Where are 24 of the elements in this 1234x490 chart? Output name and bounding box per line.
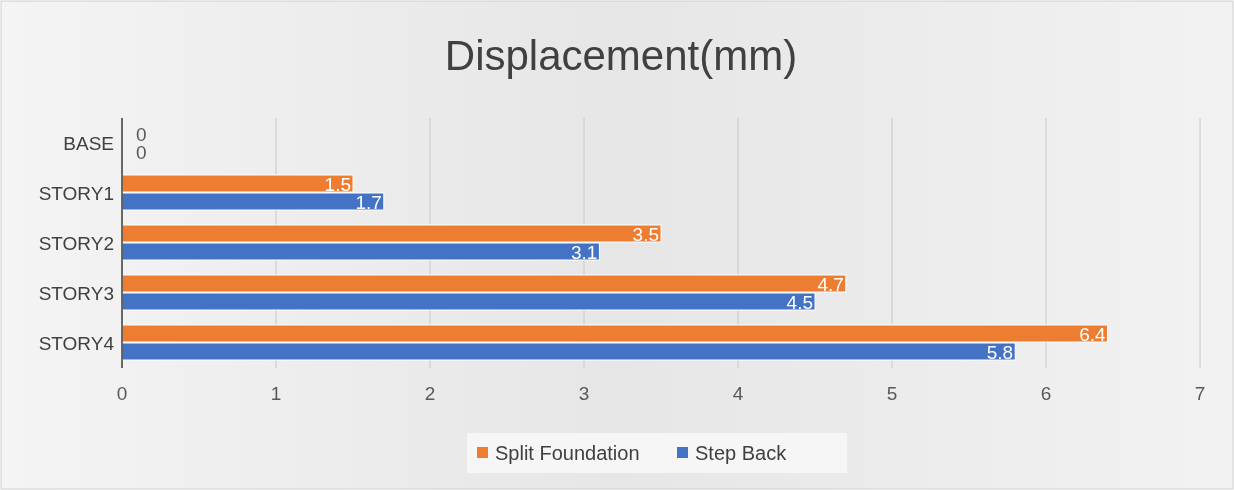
x-tick-label: 0: [116, 383, 128, 404]
x-tick-label: 6: [1040, 383, 1052, 404]
y-tick-label: BASE: [63, 132, 114, 154]
text: Split Foundation: [495, 442, 640, 464]
x-tick-label: 7: [1194, 383, 1206, 404]
legend-label: Step Back: [695, 442, 788, 464]
x-tick-label: 2: [424, 383, 436, 404]
x-tick-label: 3: [578, 383, 590, 404]
data-label: 1.5: [324, 173, 351, 195]
data-label: 6.4: [1079, 323, 1107, 345]
y-tick-label: STORY2: [38, 232, 114, 254]
data-label: 3.5: [632, 223, 659, 245]
x-tick-label: 1: [270, 383, 282, 404]
data-label: 4.7: [817, 273, 844, 295]
data-label: 4.5: [786, 291, 813, 313]
data-label: 5.8: [986, 341, 1014, 363]
y-tick-label: STORY1: [38, 182, 114, 204]
chart-title: Displacement(mm): [444, 32, 798, 79]
y-tick-label: STORY3: [38, 282, 114, 304]
x-tick-label: 4: [732, 383, 744, 404]
x-tick-label: 5: [886, 383, 898, 404]
data-label: 3.1: [570, 241, 598, 263]
y-tick-label: STORY4: [38, 332, 115, 354]
data-label: 1.7: [355, 191, 382, 213]
